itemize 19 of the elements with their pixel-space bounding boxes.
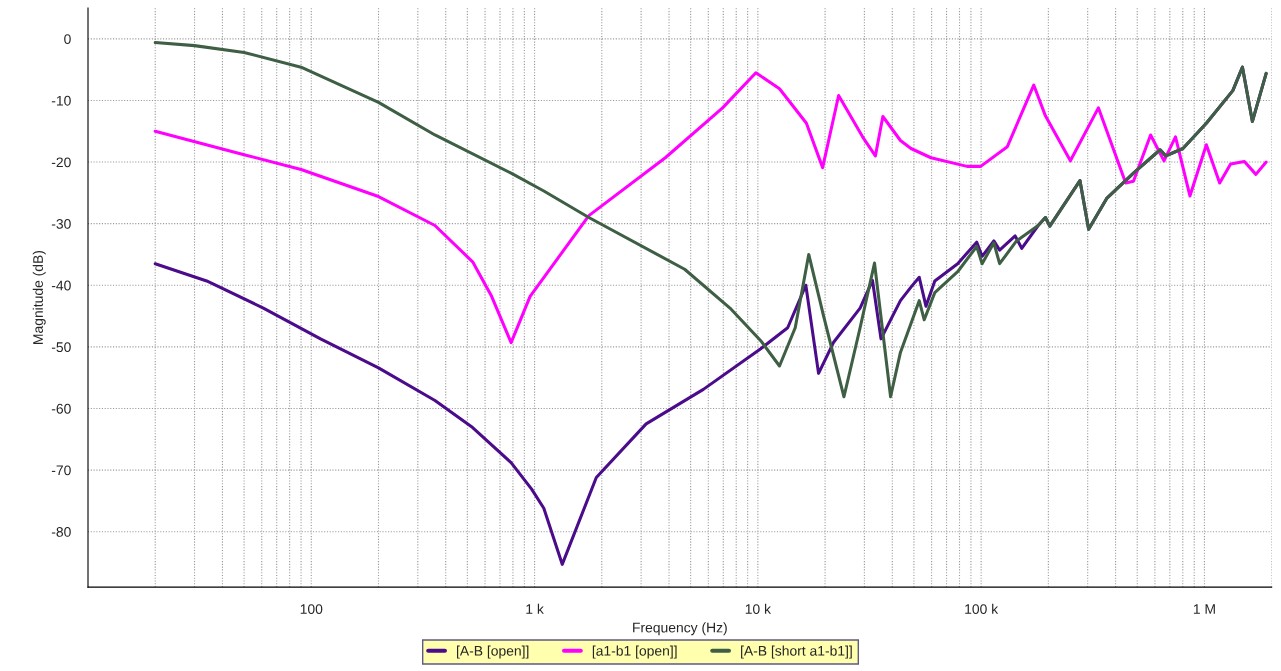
y-axis-title: Magnitude (dB): [32, 250, 46, 344]
y-tick-label: 0: [64, 34, 71, 45]
y-tick-label: -70: [51, 465, 71, 476]
y-tick-label: -30: [51, 219, 71, 229]
x-axis-title: Frequency (Hz): [633, 622, 727, 636]
legend-label: [A-B [open]]: [457, 645, 529, 659]
x-tick-label: 100: [300, 604, 323, 614]
y-tick-label: -20: [51, 157, 71, 168]
x-tick-label: 10 k: [745, 603, 772, 614]
y-tick-label: -50: [51, 342, 71, 353]
y-tick-label: -60: [51, 403, 71, 414]
x-tick-label: 1 M: [1193, 604, 1215, 614]
y-tick-label: -10: [51, 95, 71, 106]
legend-label: [A-B [short a1-b1]]: [741, 645, 852, 659]
legend-label: [a1-b1 [open]]: [592, 645, 677, 659]
x-tick-label: 100 k: [965, 603, 999, 614]
y-tick-label: -80: [51, 527, 71, 537]
x-tick-label: 1 k: [526, 603, 544, 614]
y-tick-label: -40: [51, 280, 71, 291]
